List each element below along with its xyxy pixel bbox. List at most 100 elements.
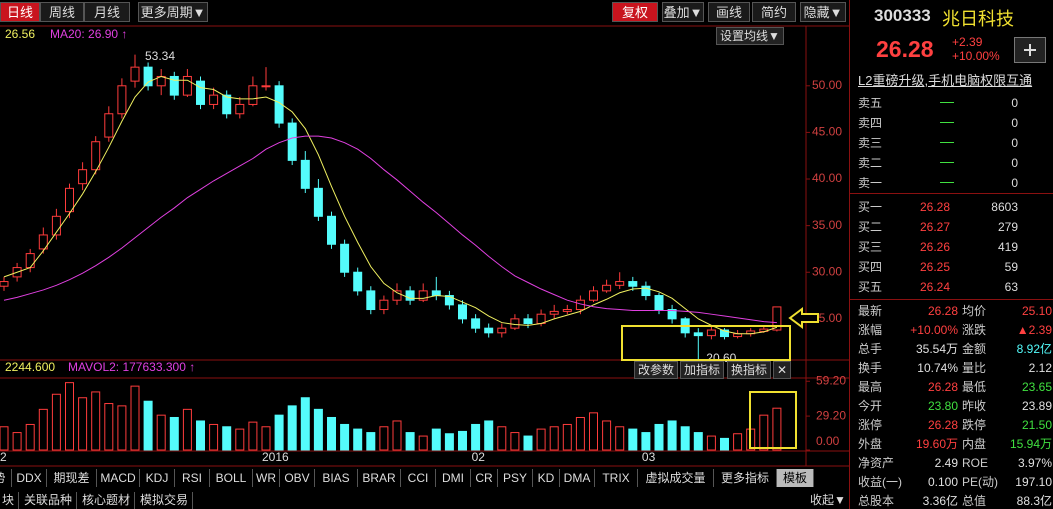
tool-tab[interactable]: 复权 (612, 2, 658, 22)
bid-label: 买五 (858, 280, 883, 294)
separator (850, 193, 1053, 194)
indicator-tab[interactable]: 势 (0, 469, 12, 487)
stat-value: 15.94万 (1009, 437, 1052, 451)
indicator-tab[interactable]: DMI (436, 469, 471, 487)
volume-bar (353, 428, 363, 451)
banner[interactable]: L2重磅升级,手机电脑权限互通 (858, 73, 1033, 88)
candle-body (340, 243, 350, 273)
indicator-tab[interactable]: KD (533, 469, 560, 487)
tool-tab[interactable]: 画线 (708, 2, 750, 22)
period-tab[interactable]: 更多周期▼ (138, 2, 208, 22)
stat-label: 涨停 (858, 418, 883, 432)
indicator-button[interactable]: 加指标 (680, 361, 725, 379)
volume-bar (169, 416, 179, 451)
settings-button[interactable]: 设置均线▼ (716, 27, 784, 45)
bid-label: 买三 (858, 240, 883, 254)
tool-tab[interactable]: 叠加▼ (662, 2, 704, 22)
volume-bar (196, 420, 205, 451)
candle-body (143, 66, 153, 87)
collapse-button[interactable]: 收起▼ (810, 493, 846, 507)
candle-body (602, 284, 612, 292)
indicator-tab[interactable]: 更多指标 (714, 469, 777, 487)
mavol-label: MAVOL2: 177633.300 ↑ (68, 360, 195, 374)
indicator-tab[interactable]: TRIX (595, 469, 638, 487)
bottom-tab[interactable]: 模拟交易 (136, 492, 194, 509)
add-button[interactable] (1014, 37, 1046, 63)
candle-body (38, 234, 48, 250)
y-tick-label: 50.00 (812, 78, 842, 92)
ask-price (940, 162, 954, 163)
indicator-tab[interactable]: KDJ (140, 469, 175, 487)
stat-value: ▲2.39 (1016, 323, 1052, 337)
tool-tab[interactable]: 隐藏▼ (800, 2, 846, 22)
period-tab[interactable]: 月线 (84, 2, 130, 22)
stat-value: 25.10 (1021, 304, 1052, 318)
indicator-tab[interactable]: DDX (12, 469, 47, 487)
bottom-tab[interactable]: 核心题材 (78, 492, 136, 509)
candle-body (706, 329, 716, 337)
stat-value: 3.36亿 (922, 494, 958, 508)
ask-row: 卖三 0 (850, 134, 1053, 152)
stat-label: 今开 (858, 399, 883, 413)
stat-label: 量比 (962, 361, 987, 375)
indicator-tab[interactable]: DMA (560, 469, 595, 487)
indicator-tab[interactable]: BOLL (210, 469, 253, 487)
volume-bar (706, 435, 716, 451)
indicator-tab[interactable]: CR (471, 469, 498, 487)
indicator-button[interactable]: 改参数 (634, 361, 679, 379)
volume-bar (104, 403, 114, 451)
indicator-tab[interactable]: OBV (280, 469, 315, 487)
volume-bar (759, 414, 769, 451)
indicator-tab[interactable]: PSY (498, 469, 533, 487)
candle-body (772, 306, 782, 331)
candle-body (0, 281, 9, 287)
stat-label: 涨跌 (962, 323, 987, 337)
volume-bar (628, 428, 638, 451)
candle-body (300, 159, 310, 189)
volume-bar (327, 416, 336, 451)
volume-bar (313, 408, 323, 451)
stat-value: 8.92亿 (1016, 342, 1052, 356)
period-tab[interactable]: 周线 (40, 2, 84, 22)
volume-bar (693, 432, 703, 451)
period-tab[interactable]: 日线 (0, 2, 40, 22)
y-tick-label: 25.00 (812, 311, 842, 325)
indicator-tab[interactable]: 期现差 (47, 469, 97, 487)
volume-bar (589, 412, 598, 451)
volume-bar (602, 420, 612, 451)
indicator-tab[interactable]: WR (253, 469, 280, 487)
highlight-box (749, 391, 797, 449)
bid-row: 买四 26.25 59 (850, 258, 1053, 276)
bottom-tab[interactable]: 关联品种 (20, 492, 78, 509)
ask-label: 卖三 (858, 136, 883, 150)
separator (850, 299, 1053, 300)
volume-bar (209, 423, 219, 451)
indicator-button[interactable]: 换指标 (727, 361, 772, 379)
volume-bar (654, 423, 664, 451)
volume-bar (182, 408, 192, 451)
stat-value: 3.97% (1017, 456, 1052, 470)
tool-tab[interactable]: 简约 (752, 2, 796, 22)
volume-bar (444, 433, 454, 451)
stat-value: 88.3亿 (1016, 494, 1052, 508)
stat-value: +10.00% (910, 323, 958, 337)
bottom-tab[interactable]: 块 (0, 492, 20, 509)
indicator-tab[interactable]: BIAS (315, 469, 358, 487)
indicator-tab[interactable]: 虚拟成交量 (638, 469, 714, 487)
stat-label: 净资产 (858, 456, 895, 470)
indicator-tab[interactable]: RSI (175, 469, 210, 487)
volume-bar (25, 423, 35, 451)
ma20-label: MA20: 26.90 ↑ (50, 27, 127, 41)
indicator-tab[interactable]: BRAR (358, 469, 401, 487)
indicator-button[interactable]: ✕ (773, 361, 792, 379)
stat-value: 10.74% (917, 361, 958, 375)
stat-value: 26.28 (927, 418, 958, 432)
candle-body (274, 85, 284, 124)
indicator-tab[interactable]: MACD (97, 469, 140, 487)
stat-label: 内盘 (962, 437, 987, 451)
indicator-tab[interactable]: 模板 (777, 469, 814, 487)
stat-label: 跌停 (962, 418, 987, 432)
stat-label: 总值 (962, 494, 987, 508)
indicator-tab[interactable]: CCI (401, 469, 436, 487)
ask-volume: 0 (1011, 116, 1018, 130)
